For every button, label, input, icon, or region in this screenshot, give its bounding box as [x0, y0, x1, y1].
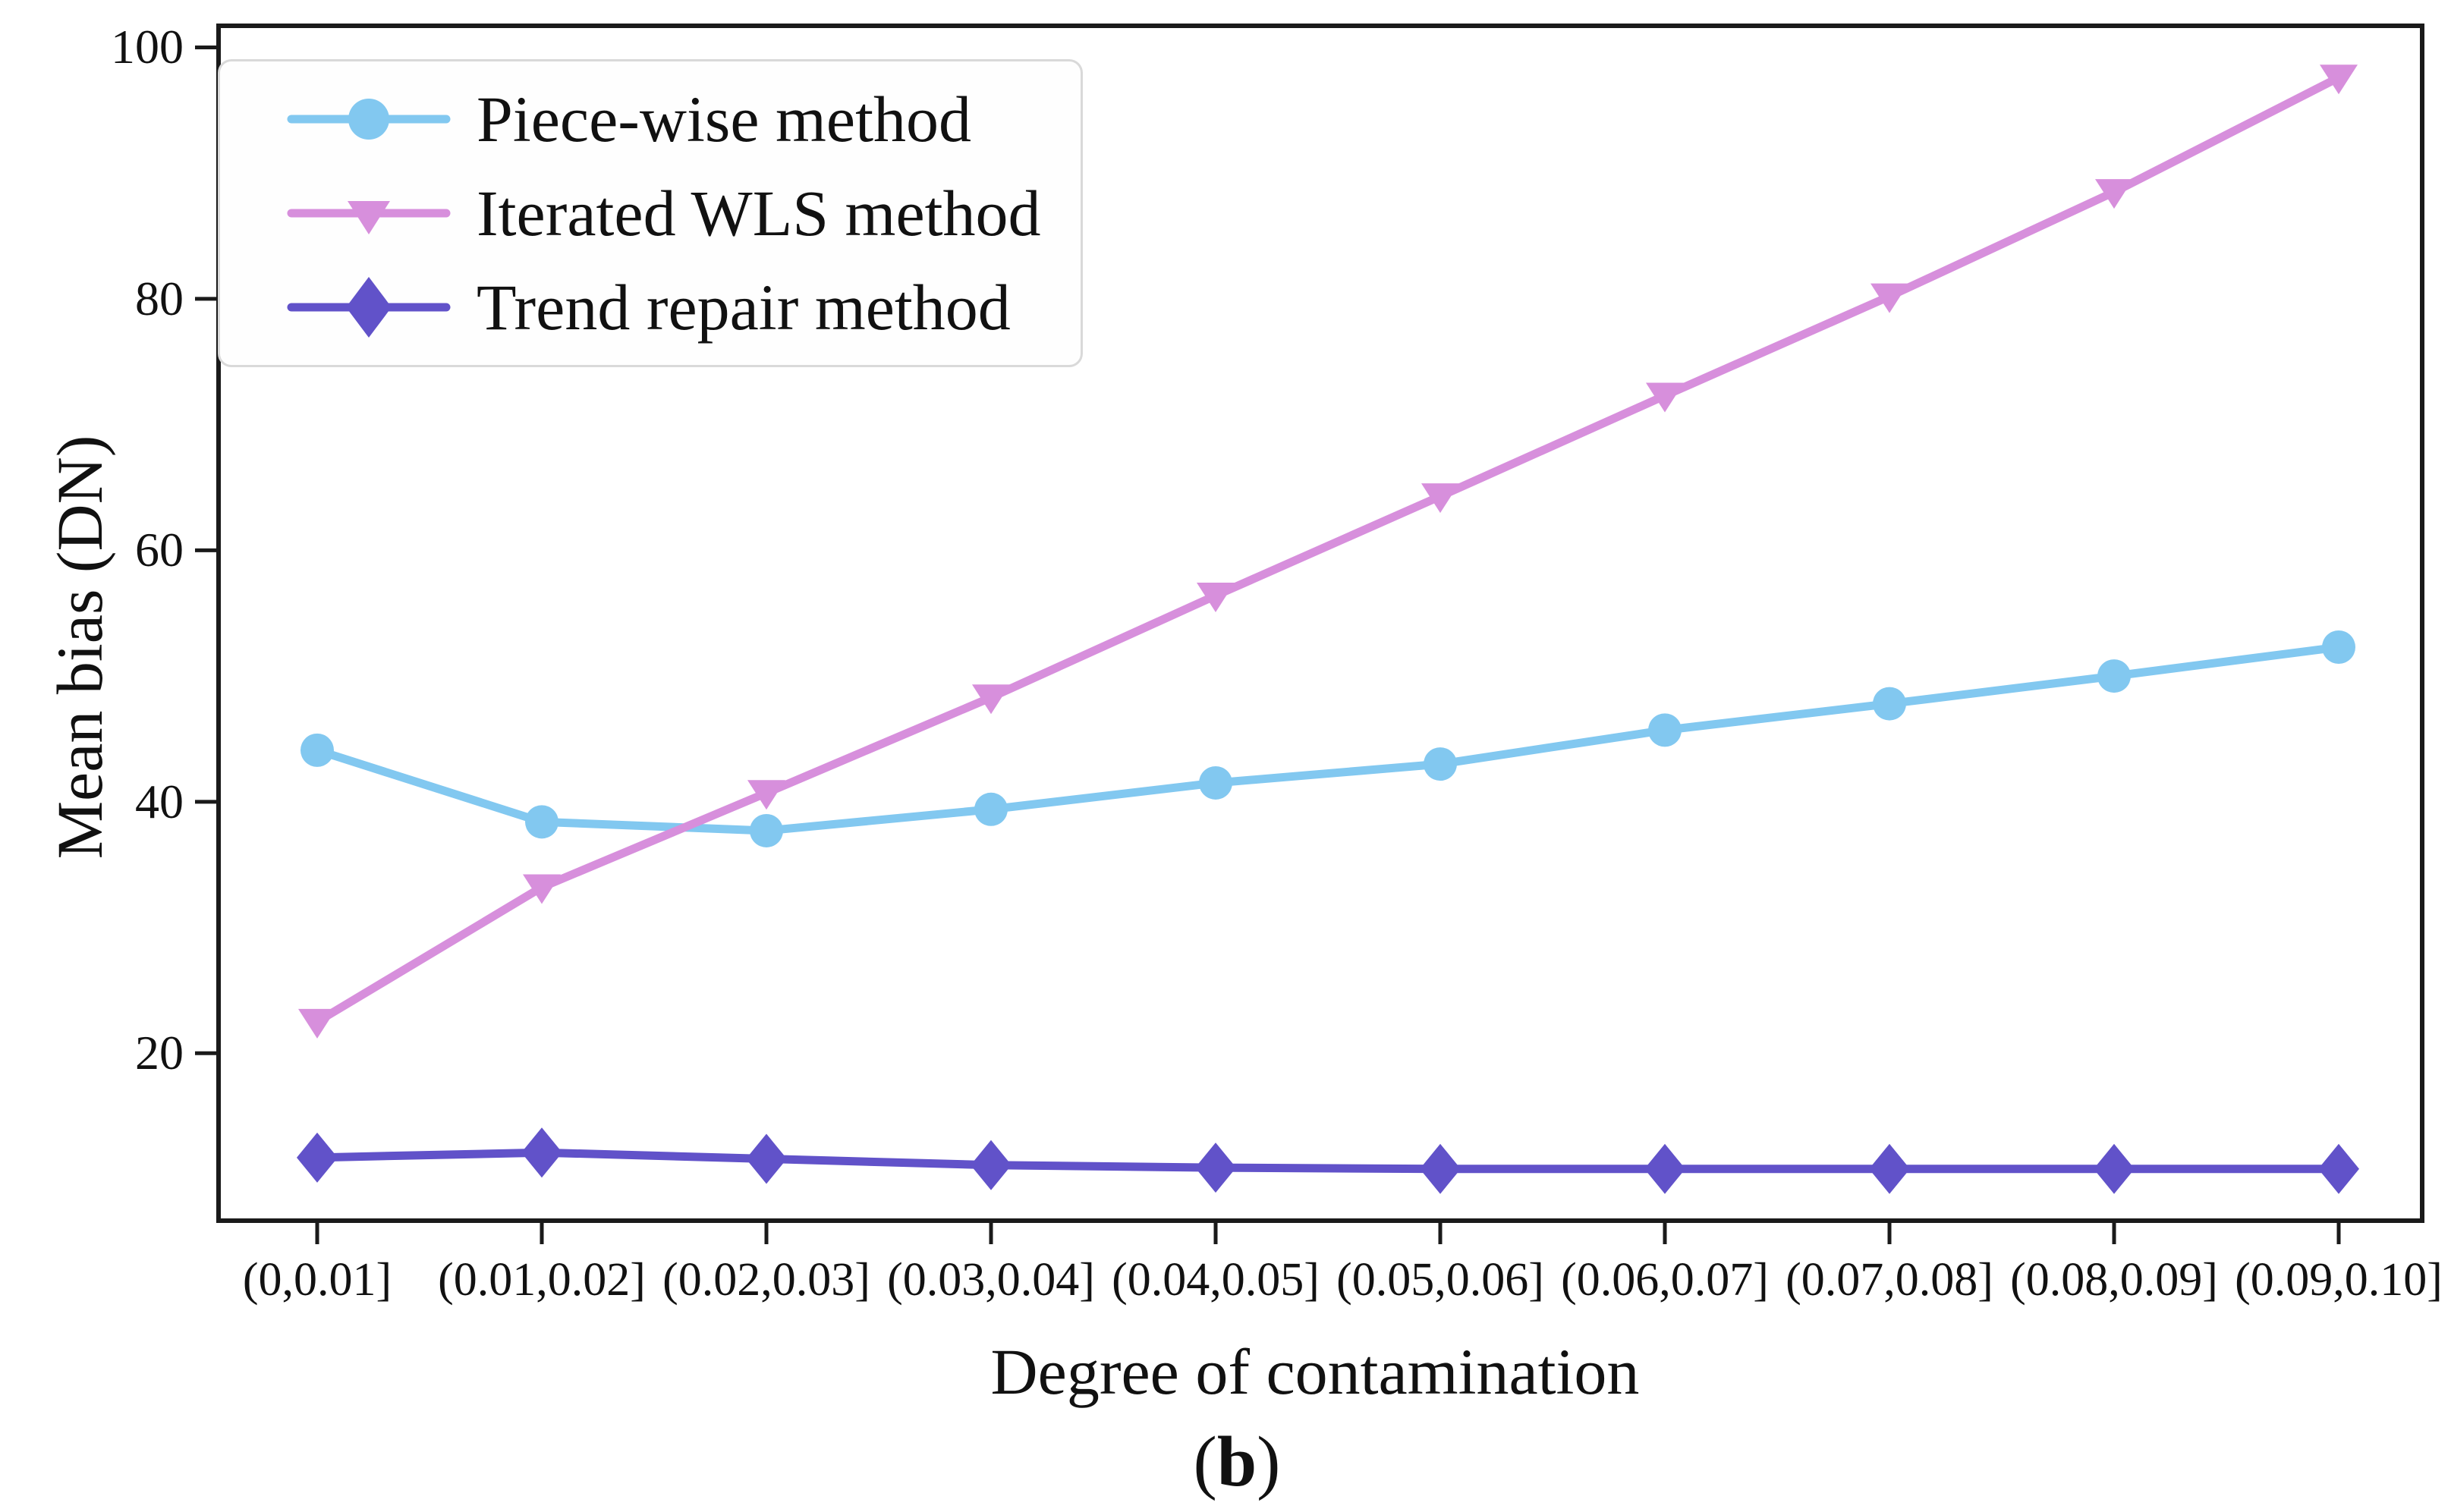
- subplot-caption: (b): [1194, 1420, 1281, 1504]
- data-point-circle: [1648, 713, 1682, 747]
- caption-open-paren: (: [1193, 1422, 1217, 1501]
- data-point-circle: [1424, 747, 1457, 781]
- data-point-circle: [300, 733, 334, 767]
- data-point-diamond: [1420, 1143, 1461, 1194]
- y-tick-label: 40: [135, 774, 184, 828]
- data-point-triangle-down: [2320, 64, 2358, 95]
- legend-entry-piece-wise: Piece-wise method: [287, 74, 1081, 165]
- x-tick-label: (0.07,0.08]: [1786, 1254, 1993, 1306]
- data-point-diamond: [746, 1133, 787, 1184]
- data-point-diamond: [521, 1127, 562, 1178]
- data-point-circle: [974, 792, 1008, 826]
- caption-letter: b: [1216, 1422, 1257, 1501]
- legend-entry-iterated-wls: Iterated WLS method: [287, 168, 1081, 259]
- x-tick-label: (0.09,0.10]: [2235, 1254, 2443, 1306]
- data-point-circle: [750, 813, 783, 847]
- data-point-triangle-down: [1421, 483, 1459, 514]
- x-tick-label: (0.08,0.09]: [2010, 1254, 2218, 1306]
- data-point-triangle-down: [972, 684, 1010, 715]
- data-point-diamond: [1644, 1143, 1685, 1194]
- x-tick-label: (0.06,0.07]: [1561, 1254, 1769, 1306]
- diamond-marker-line-icon: [287, 277, 451, 338]
- data-point-diamond: [1869, 1143, 1910, 1194]
- legend-label-trend-repair: Trend repair method: [477, 271, 1011, 344]
- x-axis-title: Degree of contamination: [990, 1335, 1640, 1408]
- series-line: [313, 1148, 2343, 1174]
- data-point-triangle-down: [298, 1008, 336, 1039]
- x-tick-label: (0,0.01]: [242, 1254, 392, 1306]
- data-point-diamond: [2318, 1143, 2359, 1194]
- x-tick-label: (0.05,0.06]: [1336, 1254, 1544, 1306]
- x-tick-label: (0.03,0.04]: [887, 1254, 1095, 1306]
- data-point-triangle-down: [1197, 583, 1235, 613]
- data-point-triangle-down: [747, 780, 785, 810]
- legend-label-iterated-wls: Iterated WLS method: [477, 177, 1041, 250]
- axes-frame: [216, 24, 2424, 1223]
- data-point-diamond: [2094, 1143, 2135, 1194]
- circle-marker-line-icon: [287, 99, 451, 140]
- legend-label-piece-wise: Piece-wise method: [477, 83, 971, 156]
- x-tick-label: (0.04,0.05]: [1112, 1254, 1320, 1306]
- series-line: [313, 73, 2343, 1026]
- y-tick-label: 20: [135, 1026, 184, 1080]
- data-point-triangle-down: [1646, 382, 1684, 413]
- data-point-triangle-down: [1870, 283, 1908, 313]
- x-tick-label: (0.01,0.02]: [438, 1254, 646, 1306]
- y-tick-label: 100: [111, 20, 184, 74]
- data-point-triangle-down: [2095, 179, 2133, 209]
- data-point-diamond: [971, 1140, 1012, 1190]
- y-tick-label: 60: [135, 523, 184, 577]
- data-point-diamond: [1195, 1143, 1236, 1193]
- legend: Piece-wise method Iterated WLS method Tr…: [218, 59, 1083, 367]
- data-point-circle: [2322, 630, 2355, 664]
- data-point-circle: [1873, 687, 1906, 721]
- triangle-down-marker-line-icon: [287, 201, 451, 234]
- series-line: [313, 643, 2343, 835]
- y-axis-title: Mean bias (DN): [43, 435, 116, 860]
- data-point-circle: [525, 805, 558, 839]
- data-point-circle: [2097, 659, 2131, 693]
- data-point-diamond: [297, 1132, 338, 1183]
- legend-entry-trend-repair: Trend repair method: [287, 262, 1081, 353]
- data-point-triangle-down: [523, 874, 561, 904]
- x-tick-label: (0.02,0.03]: [662, 1254, 870, 1306]
- caption-close-paren: ): [1257, 1422, 1281, 1501]
- data-point-circle: [1199, 765, 1232, 800]
- y-tick-label: 80: [135, 271, 184, 325]
